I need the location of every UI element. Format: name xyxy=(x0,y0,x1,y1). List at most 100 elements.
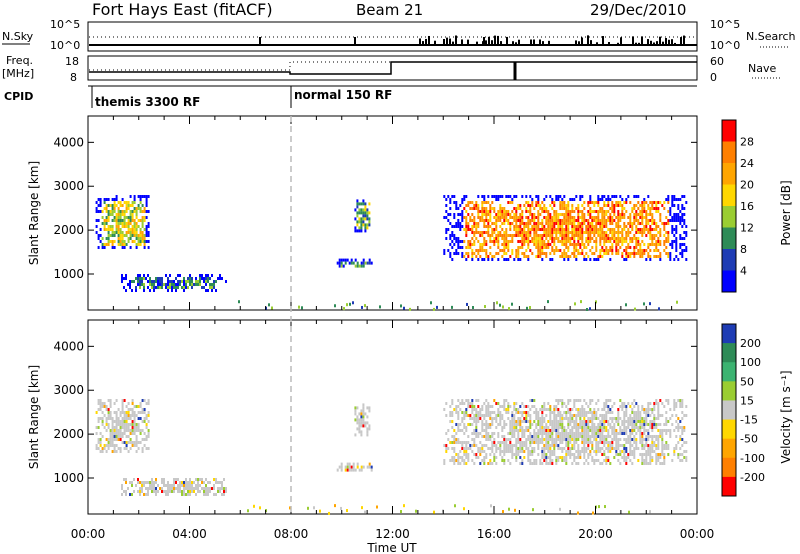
velocity-cell xyxy=(631,444,634,447)
velocity-cell xyxy=(655,417,658,420)
power-cell xyxy=(551,249,554,252)
velocity-cell xyxy=(145,417,148,420)
power-cell xyxy=(573,222,576,225)
velocity-cell xyxy=(163,481,165,484)
power-cell xyxy=(356,214,359,218)
power-cell xyxy=(443,216,446,219)
velocity-cell xyxy=(370,468,373,472)
power-cell xyxy=(209,286,211,289)
power-cell xyxy=(665,231,668,234)
velocity-cell xyxy=(555,459,558,462)
power-cell xyxy=(517,225,520,228)
power-cell xyxy=(681,252,684,255)
velocity-cell xyxy=(621,420,624,423)
velocity-cell xyxy=(113,438,116,441)
power-cell xyxy=(683,207,686,210)
power-cell xyxy=(225,280,227,283)
velocity-cell xyxy=(525,405,528,408)
power-cell xyxy=(161,280,163,283)
velocity-cell xyxy=(133,417,136,420)
velocity-cell xyxy=(509,405,512,408)
power-cell xyxy=(567,207,570,210)
velocity-cell xyxy=(525,447,528,450)
power-cell xyxy=(505,240,508,243)
power-cell xyxy=(649,249,652,252)
velocity-cell xyxy=(567,435,570,438)
power-cell xyxy=(567,249,570,252)
power-cell xyxy=(451,240,454,243)
power-cell xyxy=(125,207,128,210)
velocity-cell xyxy=(493,417,496,420)
velocity-cell xyxy=(143,417,146,420)
velocity-cell xyxy=(623,459,626,462)
power-cell xyxy=(485,240,488,243)
power-cell xyxy=(145,195,148,198)
power-cell xyxy=(677,258,680,261)
power-cell xyxy=(107,216,110,219)
power-cell xyxy=(515,225,518,228)
power-cell xyxy=(497,234,500,237)
power-cell xyxy=(615,252,618,255)
velocity-cell xyxy=(661,402,664,405)
power-cell xyxy=(185,286,187,289)
velocity-cell xyxy=(603,429,606,432)
velocity-cell xyxy=(655,462,658,465)
velocity-cell xyxy=(123,411,126,414)
velocity-cell xyxy=(187,490,189,493)
power-cell xyxy=(673,258,676,261)
velocity-cell xyxy=(617,411,620,414)
power-cell xyxy=(599,207,602,210)
power-cell xyxy=(201,277,203,280)
velocity-colorbar-tick: 15 xyxy=(740,394,754,407)
velocity-cell xyxy=(117,438,120,441)
power-cell xyxy=(627,255,630,258)
power-cell xyxy=(499,195,502,198)
power-cell xyxy=(113,216,116,219)
velocity-cell xyxy=(543,417,546,420)
velocity-cell xyxy=(139,493,141,496)
power-cell xyxy=(147,231,150,234)
power-cell xyxy=(505,228,508,231)
velocity-cell xyxy=(585,447,588,450)
velocity-cell xyxy=(503,444,506,447)
velocity-cell xyxy=(356,415,359,419)
velocity-cell xyxy=(505,444,508,447)
velocity-cell xyxy=(599,441,602,444)
velocity-cell xyxy=(517,417,520,420)
velocity-cell xyxy=(533,405,536,408)
velocity-cell xyxy=(565,450,568,453)
velocity-cell xyxy=(479,441,482,444)
power-cell xyxy=(661,204,664,207)
power-cell xyxy=(491,231,494,234)
velocity-cell xyxy=(153,481,155,484)
velocity-cell xyxy=(605,411,608,414)
velocity-cell xyxy=(629,438,632,441)
power-cell xyxy=(121,231,124,234)
velocity-cell xyxy=(115,411,118,414)
power-cell xyxy=(95,231,98,234)
velocity-cell xyxy=(131,429,134,432)
power-cell xyxy=(469,201,472,204)
velocity-cell xyxy=(675,414,678,417)
power-cell xyxy=(683,213,686,216)
power-cell xyxy=(121,198,124,201)
velocity-xtick-label: 12:00 xyxy=(375,527,410,541)
velocity-cell xyxy=(583,438,586,441)
velocity-cell xyxy=(573,438,576,441)
velocity-cell xyxy=(135,429,138,432)
power-cell xyxy=(587,219,590,222)
velocity-cell xyxy=(645,456,648,459)
power-cell xyxy=(475,222,478,225)
velocity-cell xyxy=(531,462,534,465)
velocity-colorbar-swatch xyxy=(722,438,736,459)
velocity-cell xyxy=(651,438,654,441)
power-cell xyxy=(503,243,506,246)
power-cell xyxy=(537,222,540,225)
velocity-cell xyxy=(358,424,361,428)
velocity-cell xyxy=(113,435,116,438)
power-cell xyxy=(629,255,632,258)
power-cell xyxy=(517,252,520,255)
power-ground-cell xyxy=(526,306,528,310)
power-cell xyxy=(139,237,142,240)
velocity-cell xyxy=(99,441,102,444)
